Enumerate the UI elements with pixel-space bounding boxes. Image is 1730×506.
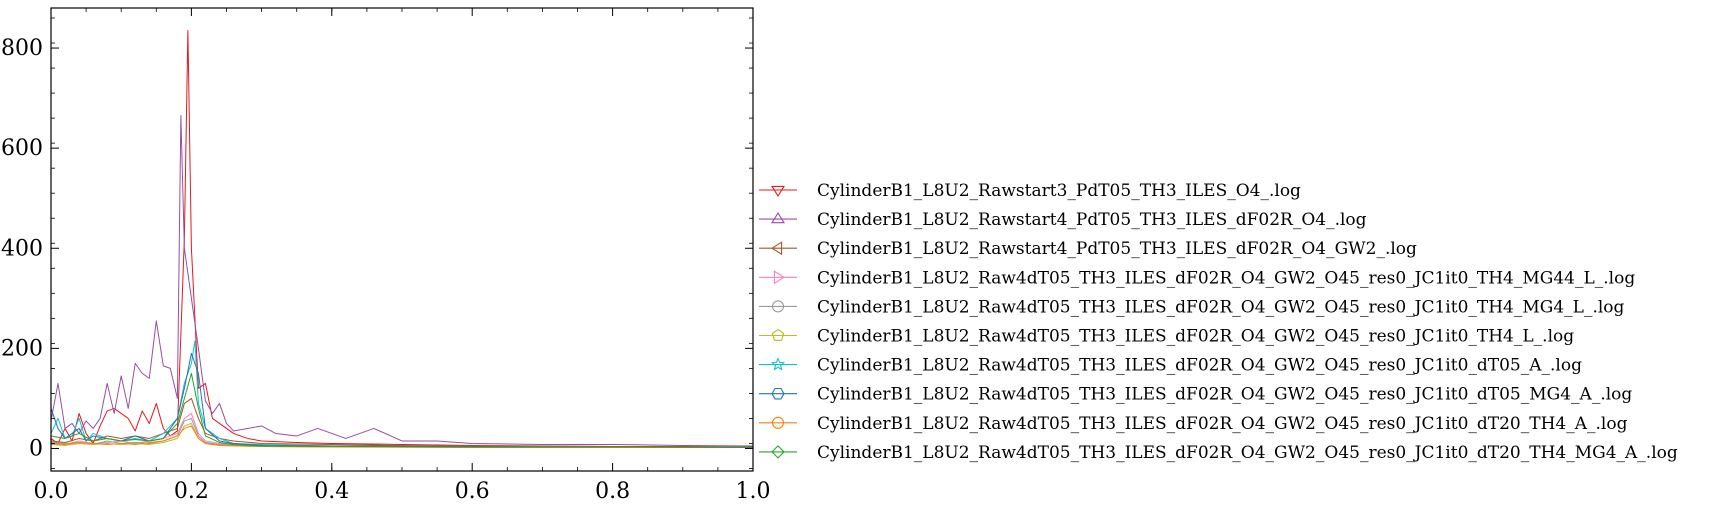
series-line-10 [51,372,753,448]
legend-label: CylinderB1_L8U2_Raw4dT05_TH3_ILES_dF02R_… [817,443,1678,463]
y-tick-label: 800 [1,36,43,61]
series-line-2 [51,115,753,447]
legend-label: CylinderB1_L8U2_Raw4dT05_TH3_ILES_dF02R_… [817,414,1628,434]
series-layer [51,30,753,448]
legend-marker [771,300,785,313]
y-tick-label: 0 [29,436,43,461]
series-line-8 [51,352,753,448]
x-tick-label: 0.8 [595,479,630,504]
y-tick-label: 200 [1,336,43,361]
x-tick-label: 0.2 [174,479,209,504]
legend-marker [771,185,785,198]
legend-entry: CylinderB1_L8U2_Raw4dT05_TH3_ILES_dF02R_… [759,356,1582,376]
legend-marker [770,241,783,256]
legend-entry: CylinderB1_L8U2_Raw4dT05_TH3_ILES_dF02R_… [759,443,1678,463]
legend-entry: CylinderB1_L8U2_Raw4dT05_TH3_ILES_dF02R_… [759,297,1625,317]
legend: CylinderB1_L8U2_Rawstart3_PdT05_TH3_ILES… [759,181,1678,463]
legend-label: CylinderB1_L8U2_Rawstart3_PdT05_TH3_ILES… [817,181,1301,201]
legend-entry: CylinderB1_L8U2_Rawstart4_PdT05_TH3_ILES… [759,210,1367,230]
legend-entry: CylinderB1_L8U2_Rawstart3_PdT05_TH3_ILES… [759,181,1301,201]
legend-marker [770,357,786,371]
legend-label: CylinderB1_L8U2_Raw4dT05_TH3_ILES_dF02R_… [817,297,1625,317]
legend-label: CylinderB1_L8U2_Raw4dT05_TH3_ILES_dF02R_… [817,268,1635,288]
x-tick-label: 1.0 [736,479,771,504]
legend-entry: CylinderB1_L8U2_Raw4dT05_TH3_ILES_dF02R_… [759,385,1632,405]
y-tick-label: 600 [1,136,43,161]
legend-label: CylinderB1_L8U2_Rawstart4_PdT05_TH3_ILES… [817,210,1367,230]
legend-marker [771,212,785,224]
legend-marker [771,328,785,341]
plot-frame [50,7,754,472]
legend-entry: CylinderB1_L8U2_Raw4dT05_TH3_ILES_dF02R_… [759,414,1628,434]
legend-label: CylinderB1_L8U2_Raw4dT05_TH3_ILES_dF02R_… [817,356,1582,376]
x-tick-label: 0.6 [455,479,490,504]
legend-marker [771,387,785,400]
legend-label: CylinderB1_L8U2_Rawstart4_PdT05_TH3_ILES… [817,239,1417,259]
series-line-3 [51,397,753,448]
legend-entry: CylinderB1_L8U2_Rawstart4_PdT05_TH3_ILES… [759,239,1417,259]
x-tick-label: 0.4 [314,479,349,504]
legend-entry: CylinderB1_L8U2_Raw4dT05_TH3_ILES_dF02R_… [759,327,1574,347]
series-line-7 [51,340,753,448]
legend-label: CylinderB1_L8U2_Raw4dT05_TH3_ILES_dF02R_… [817,327,1574,347]
series-line-1 [51,30,753,448]
legend-marker [773,270,786,285]
legend-entry: CylinderB1_L8U2_Raw4dT05_TH3_ILES_dF02R_… [759,268,1635,288]
x-tick-label: 0.0 [34,479,69,504]
legend-marker [771,445,785,459]
axes-layer: 0.0 0.2 0.4 0.6 0.8 1.0 0 200 400 600 800 [1,7,771,504]
legend-label: CylinderB1_L8U2_Raw4dT05_TH3_ILES_dF02R_… [817,385,1632,405]
y-tick-label: 400 [1,236,43,261]
legend-marker [771,416,785,429]
